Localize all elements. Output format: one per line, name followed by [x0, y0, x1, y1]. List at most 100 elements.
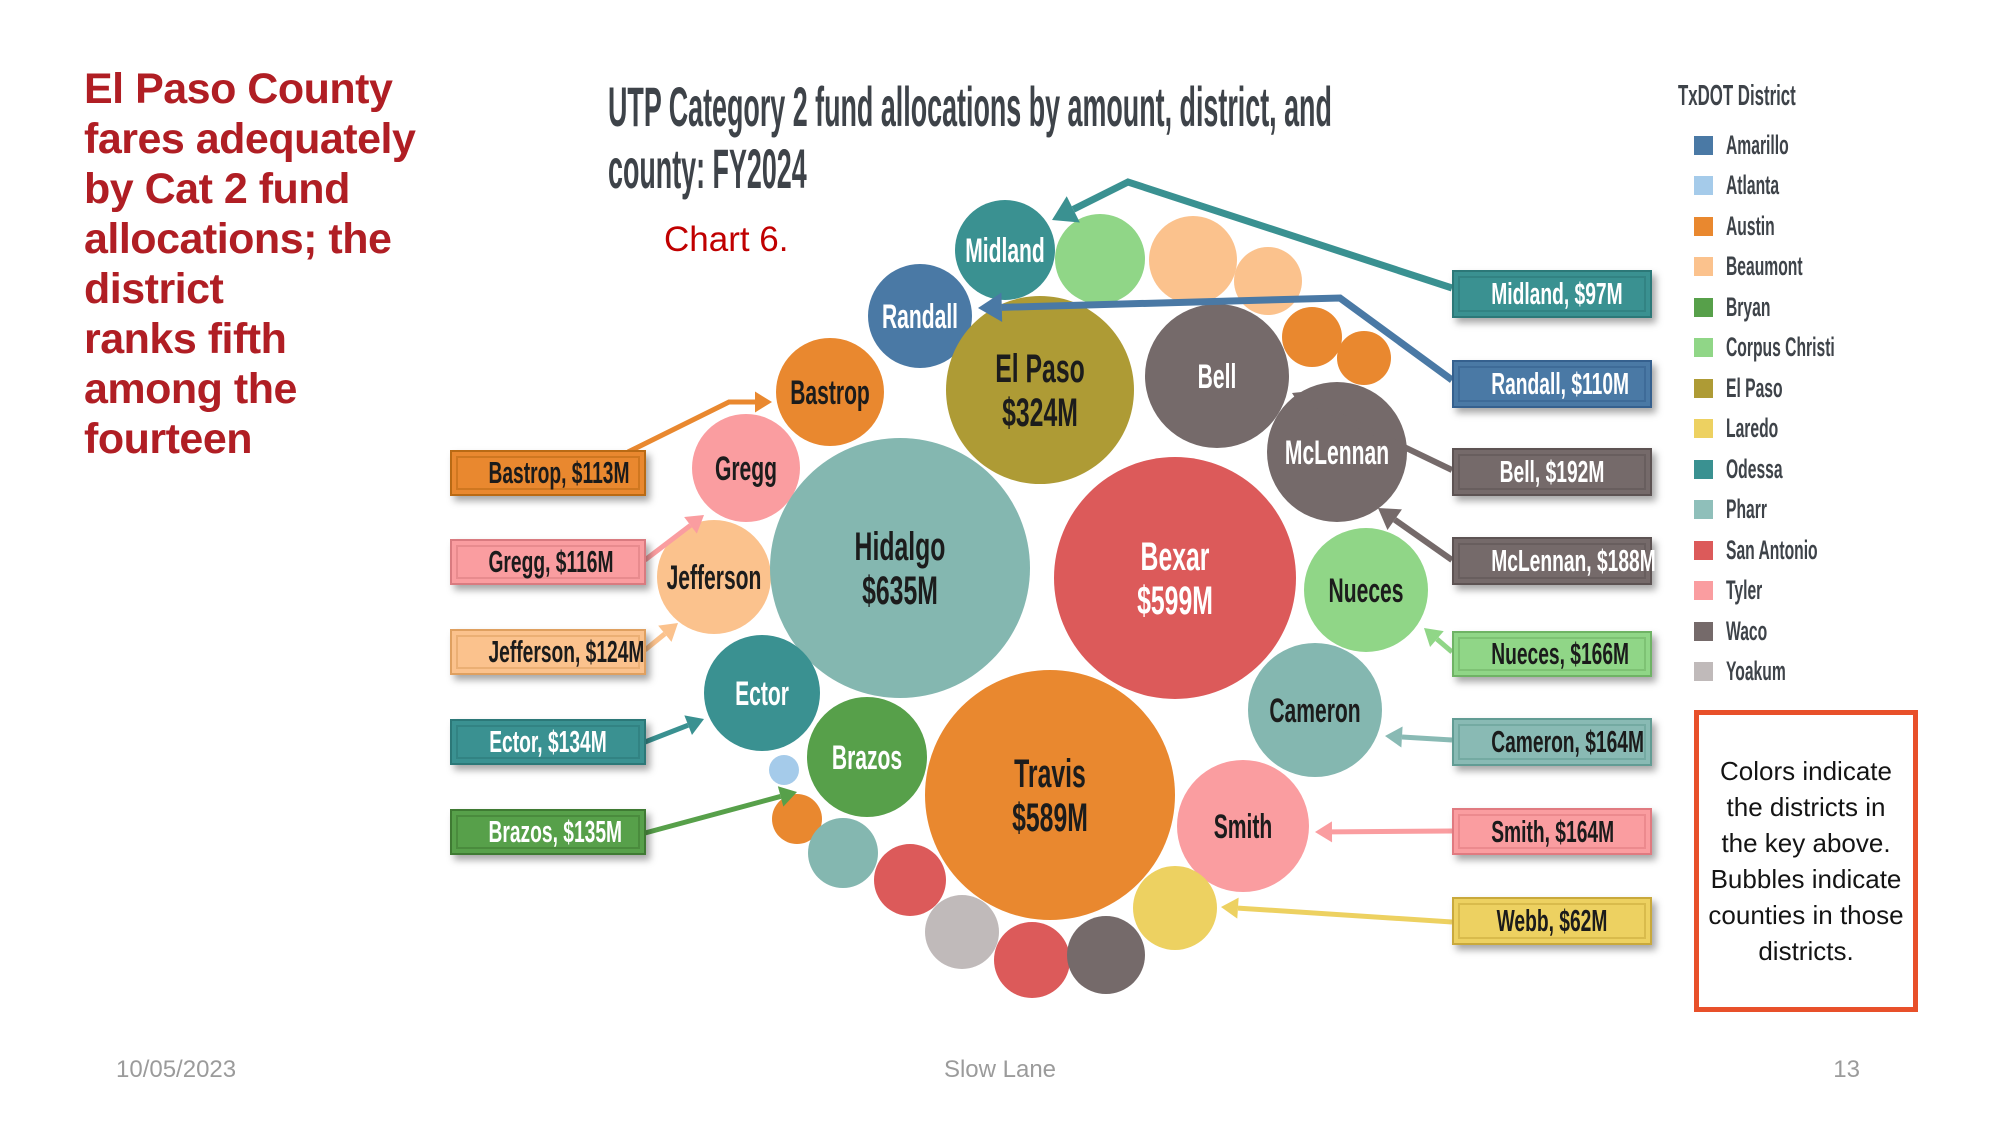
- headline-line: fares adequately: [84, 115, 416, 163]
- callout-label: Smith, $164M: [1491, 813, 1615, 849]
- legend-item-label: El Paso: [1726, 372, 1783, 403]
- bubble-label-cameron: Cameron: [1269, 691, 1360, 729]
- legend-color-chip: [1694, 540, 1713, 560]
- bubble-label-randall: Randall: [882, 297, 958, 335]
- callout-arrow-gregg-116m-arrowhead: [684, 515, 704, 534]
- bubble-unlabeled-yoakum: [925, 895, 999, 969]
- chart-number-label: Chart 6.: [664, 220, 789, 259]
- bubble-label-brazos: Brazos: [832, 738, 902, 776]
- legend-color-chip: [1694, 581, 1713, 601]
- legend-item-el-paso: El Paso: [1678, 368, 1914, 409]
- callout-arrow-randall-110m-line: [1001, 294, 1455, 383]
- bubble-unlabeled-atlanta: [769, 755, 799, 785]
- legend-color-chip: [1694, 257, 1713, 277]
- chart-title-line: UTP Category 2 fund allocations by amoun…: [608, 75, 1332, 138]
- callout-arrow-jefferson-124m-line: [643, 631, 667, 652]
- bubble-bell: [1145, 304, 1289, 448]
- bubble-label-midland: Midland: [965, 231, 1045, 269]
- bubble-label-nueces: Nueces: [1329, 571, 1404, 609]
- headline: El Paso County fares adequately by Cat 2 f…: [84, 64, 416, 464]
- bubble-webb: [1133, 866, 1217, 950]
- note-box: Colors indicate the districts in the key…: [1694, 710, 1918, 1012]
- legend-color-chip: [1694, 662, 1713, 682]
- legend-item-label: Amarillo: [1726, 129, 1789, 160]
- bubble-label-el-paso: El Paso: [995, 347, 1085, 391]
- bubble-mclennan: [1267, 382, 1407, 522]
- callout-nueces-166m: Nueces, $166M: [1452, 631, 1652, 677]
- callout-arrow-jefferson-124m-arrowhead: [658, 623, 678, 642]
- bubble-ector: [704, 635, 820, 751]
- callout-label: Jefferson, $124M: [488, 634, 645, 669]
- legend-item-odessa: Odessa: [1678, 449, 1914, 490]
- callout-label: Midland, $97M: [1491, 276, 1623, 311]
- bubble-value-bexar: $599M: [1137, 579, 1213, 623]
- legend-item-amarillo: Amarillo: [1678, 125, 1914, 166]
- bubble-value-hidalgo: $635M: [862, 569, 938, 613]
- callout-arrow-bastrop-113m-line: [626, 399, 755, 455]
- legend-item-label: Laredo: [1726, 413, 1779, 444]
- bubble-unlabeled-beaumont: [1234, 247, 1302, 315]
- legend-color-chip: [1694, 216, 1713, 236]
- legend-color-chip: [1694, 500, 1713, 520]
- legend-item-label: Tyler: [1726, 575, 1763, 606]
- bubble-unlabeled-austin: [1337, 331, 1391, 385]
- callout-arrow-randall-110m-arrowhead: [978, 292, 1003, 323]
- legend-color-chip: [1694, 621, 1713, 641]
- bubble-value-el-paso: $324M: [1002, 391, 1078, 435]
- legend-item-san-antonio: San Antonio: [1678, 530, 1914, 571]
- headline-line: allocations; the: [84, 215, 392, 263]
- bubble-label-hidalgo: Hidalgo: [855, 525, 946, 569]
- callout-label: Gregg, $116M: [488, 544, 614, 579]
- legend-item-bryan: Bryan: [1678, 287, 1914, 328]
- callout-bastrop-113m: Bastrop, $113M: [450, 450, 646, 496]
- bubble-midland: [955, 200, 1055, 300]
- callout-arrow-bell-192m-arrowhead: [1292, 390, 1316, 414]
- callout-arrow-brazos-135m-arrowhead: [777, 786, 797, 807]
- legend-item-label: Atlanta: [1726, 170, 1780, 201]
- footer-title: Slow Lane: [943, 1056, 1057, 1083]
- callout-randall-110m: Randall, $110M: [1452, 360, 1652, 408]
- callout-arrow-gregg-116m-line: [643, 523, 692, 562]
- headline-line: by Cat 2 fund: [84, 165, 350, 213]
- chart-title-line: county: FY2024: [608, 137, 807, 200]
- headline-line: among the: [84, 365, 297, 413]
- callout-arrow-smith-164m-arrowhead: [1315, 821, 1333, 843]
- bubble-travis: [925, 670, 1175, 920]
- callout-smith-164m: Smith, $164M: [1452, 808, 1652, 855]
- legend-item-yoakum: Yoakum: [1678, 652, 1914, 693]
- callout-ector-134m: Ector, $134M: [450, 719, 646, 765]
- callout-brazos-135m: Brazos, $135M: [450, 809, 646, 855]
- callout-arrow-brazos-135m-line: [644, 794, 782, 836]
- bubble-unlabeled-corpus-christi: [1055, 214, 1145, 304]
- bubble-hidalgo: [770, 438, 1030, 698]
- bubble-gregg: [692, 414, 800, 522]
- legend-item-label: Pharr: [1726, 494, 1767, 525]
- callout-cameron-164m: Cameron, $164M: [1452, 718, 1652, 766]
- bubble-unlabeled-austin: [772, 794, 822, 844]
- bubble-label-mclennan: McLennan: [1285, 433, 1389, 471]
- callout-arrow-nueces-166m-arrowhead: [1424, 628, 1444, 648]
- legend-item-label: Odessa: [1726, 453, 1783, 484]
- bubble-bastrop: [776, 338, 884, 446]
- legend-item-beaumont: Beaumont: [1678, 247, 1914, 288]
- bubble-unlabeled-waco: [1067, 916, 1145, 994]
- legend-color-chip: [1694, 459, 1713, 479]
- callout-label: Cameron, $164M: [1491, 724, 1645, 759]
- legend-items: Amarillo Atlanta Austin Beaumont Bryan Corpus…: [1678, 125, 1914, 692]
- legend-item-label: Yoakum: [1726, 656, 1786, 687]
- bubble-label-gregg: Gregg: [715, 449, 777, 487]
- callout-arrow-webb-62m-line: [1237, 905, 1453, 925]
- bubble-randall: [868, 264, 972, 368]
- legend-item-label: San Antonio: [1726, 534, 1818, 565]
- callout-arrow-midland-97m-arrowhead: [1052, 196, 1080, 223]
- callout-arrow-nueces-166m-line: [1435, 637, 1454, 654]
- callout-label: Randall, $110M: [1491, 366, 1630, 401]
- chart-title: UTP Category 2 fund allocations by amoun…: [608, 76, 2000, 200]
- callout-arrow-bell-192m-line: [1309, 399, 1454, 473]
- callout-webb-62m: Webb, $62M: [1452, 897, 1652, 945]
- legend-item-tyler: Tyler: [1678, 571, 1914, 612]
- legend-color-chip: [1694, 297, 1713, 317]
- bubble-el-paso: [946, 296, 1134, 484]
- bubble-label-bexar: Bexar: [1141, 535, 1210, 579]
